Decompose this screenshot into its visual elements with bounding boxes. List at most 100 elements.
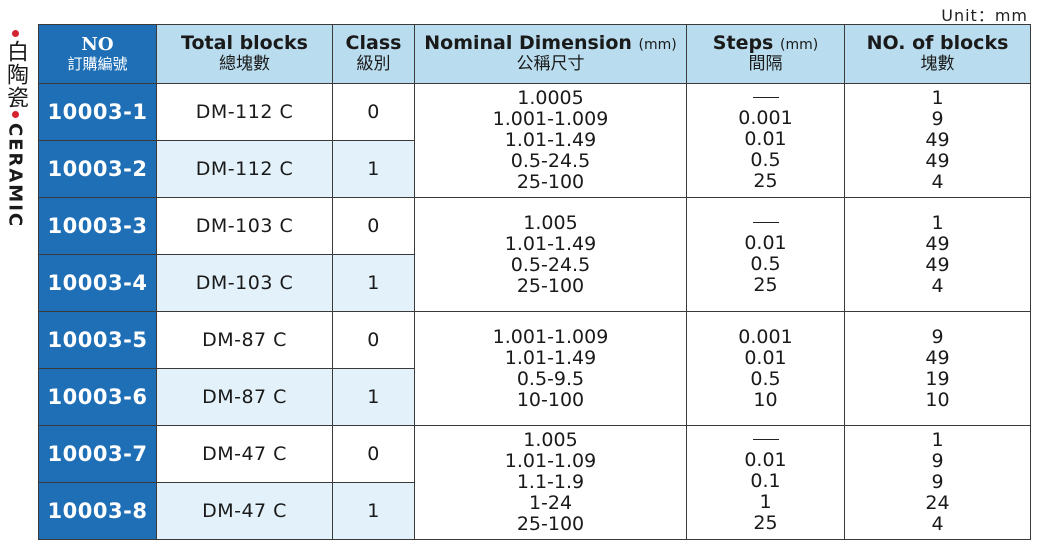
block-count-cell-list: 1 9 49 49 4 [845, 88, 1030, 193]
nominal-dimension-value: 1.01-1.09 [504, 450, 597, 472]
nominal-dimension-value: 1.01-1.49 [504, 129, 597, 151]
none-dash-icon [752, 221, 779, 233]
nominal-dimension-cell-list: 1.005 1.01-1.09 1.1-1.9 1-24 25-100 [415, 430, 686, 535]
table-row: 10003-5 DM-87 C 0 1.001-1.009 1.01-1.49 0.5-9… [38, 311, 1031, 426]
steps-value: 0.001 [738, 107, 793, 129]
class-cell: 1 [332, 482, 415, 540]
nominal-dimension-value: 1.005 [523, 211, 578, 234]
nominal-dimension-value: 0.5-24.5 [510, 150, 591, 172]
nominal-dimension-cell: 1.001-1.009 1.01-1.49 0.5-9.5 10-100 [414, 311, 687, 426]
nominal-dimension-value: 1.001-1.009 [492, 325, 609, 348]
class-cell: 1 [332, 140, 415, 198]
side-label: 白陶瓷 CERAMIC [1, 28, 29, 228]
steps-cell: 0.01 0.1 1 25 [686, 425, 845, 540]
header-class: Class 級別 [332, 24, 415, 84]
steps-value: 0.1 [750, 470, 781, 492]
nominal-dimension-value: 1.001-1.009 [492, 108, 609, 130]
block-count-cell-list: 1 9 9 24 4 [845, 430, 1030, 535]
class-cell: 0 [332, 197, 415, 255]
steps-value: 25 [753, 512, 778, 534]
nominal-dimension-value: 1-24 [528, 492, 573, 514]
nominal-dimension-value: 1.0005 [517, 87, 584, 109]
nominal-dimension-cell-list: 1.005 1.01-1.49 0.5-24.5 25-100 [415, 211, 686, 297]
total-blocks-cell: DM-47 C [156, 482, 333, 540]
block-count-value: 9 [931, 325, 944, 348]
side-label-chinese: 白陶瓷 [3, 40, 28, 109]
nominal-dimension-cell: 1.0005 1.001-1.009 1.01-1.49 0.5-24.5 25-100 [414, 83, 687, 198]
steps-value: 0.01 [744, 231, 787, 254]
nominal-dimension-value: 25-100 [516, 171, 585, 193]
block-count-value: 9 [931, 450, 944, 472]
block-count-value: 1 [931, 211, 944, 234]
total-blocks-cell: DM-87 C [156, 311, 333, 369]
header-nominal-dimension: Nominal Dimension (mm) 公稱尺寸 [414, 24, 687, 84]
steps-cell: 0.001 0.01 0.5 10 [686, 311, 845, 426]
header-no-of-blocks: NO. of blocks 塊數 [844, 24, 1031, 84]
steps-value: 0.01 [744, 346, 787, 369]
block-count-value: 49 [925, 129, 950, 151]
steps-value: 25 [753, 170, 778, 192]
steps-cell-list: 0.01 0.5 25 [687, 214, 844, 296]
nominal-dimension-value: 0.5-9.5 [516, 367, 585, 390]
none-dash-icon [752, 439, 779, 450]
block-count-value: 4 [931, 274, 944, 297]
block-count-value: 1 [931, 429, 944, 451]
nominal-dimension-cell: 1.005 1.01-1.09 1.1-1.9 1-24 25-100 [414, 425, 687, 540]
nominal-dimension-cell: 1.005 1.01-1.49 0.5-24.5 25-100 [414, 197, 687, 312]
order-number-cell: 10003-4 [38, 254, 157, 312]
steps-value: 0.01 [744, 449, 787, 471]
block-count-value: 9 [931, 108, 944, 130]
block-count-cell: 1 9 9 24 4 [844, 425, 1031, 540]
nominal-dimension-value: 25-100 [516, 274, 585, 297]
block-count-cell-list: 1 49 49 4 [845, 211, 1030, 297]
total-blocks-cell: DM-103 C [156, 254, 333, 312]
nominal-dimension-value: 0.5-24.5 [510, 253, 591, 276]
steps-value: 0.5 [750, 149, 781, 171]
steps-cell: 0.01 0.5 25 [686, 197, 845, 312]
order-number-cell: 10003-3 [38, 197, 157, 255]
order-number-cell: 10003-7 [38, 425, 157, 483]
block-count-value: 49 [925, 150, 950, 172]
nominal-dimension-value: 25-100 [516, 513, 585, 535]
steps-value: 1 [759, 491, 772, 513]
nominal-dimension-value: 1.01-1.49 [504, 232, 597, 255]
order-number-cell: 10003-1 [38, 83, 157, 141]
steps-cell-list: 0.001 0.01 0.5 25 [687, 89, 844, 192]
steps-value: 25 [753, 273, 778, 296]
block-count-value: 19 [925, 367, 950, 390]
table-row: 10003-7 DM-47 C 0 1.005 1.01-1.09 1.1-1.9 1-24… [38, 425, 1031, 540]
header-total-blocks: Total blocks 總塊數 [156, 24, 333, 84]
header-no: NO 訂購編號 [38, 24, 157, 84]
block-count-value: 24 [925, 492, 950, 514]
total-blocks-cell: DM-87 C [156, 368, 333, 426]
header-steps: Steps (mm) 間隔 [686, 24, 845, 84]
gauge-block-spec-table: NO 訂購編號 Total blocks 總塊數 Class 級別 Nomina… [38, 24, 1031, 540]
order-number-cell: 10003-6 [38, 368, 157, 426]
nominal-dimension-cell-list: 1.001-1.009 1.01-1.49 0.5-9.5 10-100 [415, 325, 686, 411]
class-cell: 0 [332, 83, 415, 141]
block-count-value: 49 [925, 253, 950, 276]
table-row: 10003-3 DM-103 C 0 1.005 1.01-1.49 0.5-24.5 25… [38, 197, 1031, 312]
steps-value: 0.01 [744, 128, 787, 150]
nominal-dimension-value: 10-100 [516, 388, 585, 411]
total-blocks-cell: DM-47 C [156, 425, 333, 483]
bullet-dot-icon [11, 30, 19, 37]
block-count-value: 49 [925, 232, 950, 255]
table-row: 10003-1 DM-112 C 0 1.0005 1.001-1.009 1.01-1.… [38, 83, 1031, 198]
steps-cell: 0.001 0.01 0.5 25 [686, 83, 845, 198]
side-label-english: CERAMIC [4, 123, 26, 229]
class-cell: 1 [332, 254, 415, 312]
header-row: NO 訂購編號 Total blocks 總塊數 Class 級別 Nomina… [38, 24, 1031, 84]
total-blocks-cell: DM-103 C [156, 197, 333, 255]
steps-value: 10 [753, 388, 778, 411]
steps-value: 0.001 [738, 325, 793, 348]
block-count-value: 4 [931, 171, 944, 193]
bullet-dot-icon [11, 111, 19, 118]
class-cell: 0 [332, 425, 415, 483]
nominal-dimension-cell-list: 1.0005 1.001-1.009 1.01-1.49 0.5-24.5 25-100 [415, 88, 686, 193]
block-count-value: 1 [931, 87, 944, 109]
